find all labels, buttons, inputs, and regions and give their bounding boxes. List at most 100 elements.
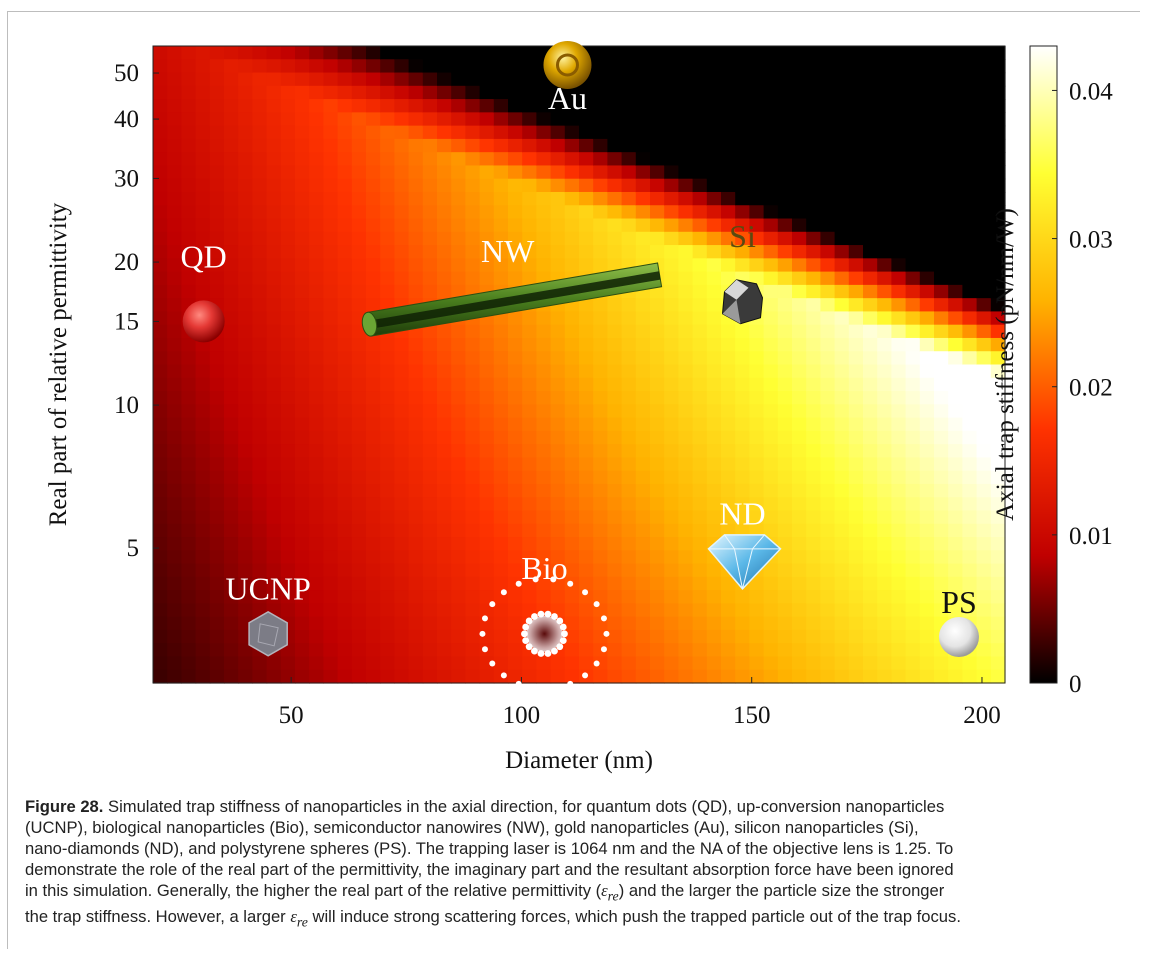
heatmap-cell [763,643,779,658]
heatmap-cell [621,245,637,259]
bio-outer-dot [481,646,488,653]
heatmap-cell [295,457,310,472]
heatmap-cell [692,563,708,578]
heatmap-cell [735,430,750,445]
heatmap-cell [280,191,296,206]
heatmap-cell [635,417,651,432]
heatmap-cell [820,643,836,658]
heatmap-cell [479,497,495,512]
ucnp-hexagon-facet [257,623,279,647]
heatmap-cell [337,59,353,74]
heatmap-cell [820,112,836,127]
heatmap-cell [948,298,963,313]
bio-outer-dot [550,685,557,692]
caption-line: (UCNP), biological nanoparticles (Bio), … [25,818,919,837]
heatmap-cell [437,563,452,578]
heatmap-cell [948,152,963,167]
heatmap-cell [224,112,239,127]
heatmap-cell [195,231,211,246]
heatmap-cell [536,391,552,405]
heatmap-cell [465,125,481,140]
heatmap-cell [735,165,750,180]
heatmap-cell [763,510,779,525]
heatmap-cell [195,271,211,286]
heatmap-cell [508,457,523,472]
heatmap-cell [337,298,353,313]
heatmap-cell [650,138,665,153]
heatmap-cell [749,205,765,220]
heatmap-cell [508,616,523,631]
heatmap-cell [508,271,523,286]
heatmap-cell [366,391,381,405]
heatmap-cell [749,178,765,193]
heatmap-cell [366,245,381,259]
heatmap-cell [280,311,296,326]
heatmap-cell [266,298,282,313]
heatmap-cell [621,470,637,485]
heatmap-cell [153,417,168,432]
heatmap-cell [749,603,765,618]
heatmap-cell [635,391,651,405]
heatmap-cell [607,311,623,326]
heatmap-cell [792,298,807,313]
heatmap-cell [337,205,353,220]
heatmap-cell [735,337,750,352]
heatmap-cell [763,311,779,326]
heatmap-cell [522,550,537,565]
heatmap-cell [195,616,211,631]
heatmap-cell [579,125,594,140]
heatmap-cell [735,616,750,631]
heatmap-cell [522,537,537,551]
heatmap-cell [834,550,850,565]
heatmap-cell [650,85,665,100]
heatmap-cell [309,125,324,140]
heatmap-cell [777,231,793,246]
heatmap-cell [181,125,197,140]
heatmap-cell [153,430,168,445]
heatmap-cell [763,391,779,405]
heatmap-cell [224,85,239,100]
heatmap-cell [877,324,892,339]
heatmap-cell [962,311,978,326]
heatmap-cell [309,337,324,352]
heatmap-cell [919,271,935,286]
heatmap-cell [465,245,481,259]
heatmap-cell [820,576,836,591]
bio-outer-dot [567,680,574,687]
heatmap-cell [692,218,708,233]
heatmap-cell [366,125,381,140]
heatmap-cell [195,563,211,578]
heatmap-cell [763,258,779,273]
heatmap-cell [394,669,410,684]
heatmap-cell [167,99,182,113]
heatmap-cell [635,152,651,167]
heatmap-cell [309,351,324,366]
heatmap-cell [422,497,438,512]
heatmap-cell [465,470,481,485]
colorbar-tick-label: 0 [1069,671,1082,698]
heatmap-cell [408,125,424,140]
heatmap-cell [834,271,850,286]
heatmap-cell [891,351,907,366]
heatmap-cell [721,576,736,591]
heatmap-cell [522,178,537,193]
heatmap-cell [209,59,225,74]
heatmap-cell [351,563,367,578]
heatmap-cell [479,483,495,498]
heatmap-cell [408,46,424,60]
heatmap-cell [990,523,1006,538]
heatmap-cell [834,510,850,525]
heatmap-cell [266,470,282,485]
heatmap-cell [820,72,836,87]
heatmap-cell [479,351,495,366]
heatmap-cell [905,351,921,366]
heatmap-cell [451,178,466,193]
heatmap-cell [593,563,608,578]
heatmap-cell [806,231,821,246]
heatmap-cell [962,284,978,299]
heatmap-cell [593,550,608,565]
heatmap-cell [238,245,253,259]
heatmap-cell [252,364,268,379]
heatmap-cell [351,576,367,591]
heatmap-cell [323,298,339,313]
